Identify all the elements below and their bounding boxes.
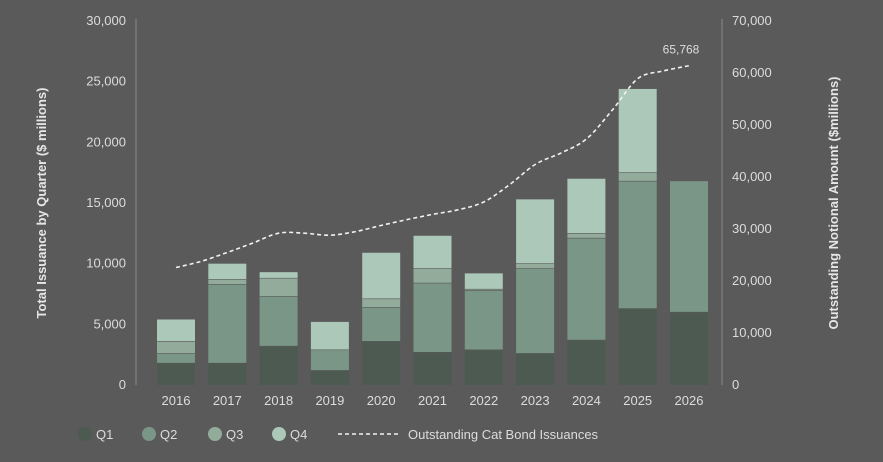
x-tick-label: 2018 <box>264 393 293 408</box>
bar-q2-2025 <box>618 181 657 309</box>
bar-q3-2021 <box>413 268 452 284</box>
left-tick-label: 10,000 <box>86 256 126 271</box>
bar-q3-2017 <box>208 279 247 285</box>
annotation-label: 65,768 <box>663 43 700 57</box>
bar-q4-2016 <box>157 319 195 342</box>
bar-q1-2020 <box>362 341 401 385</box>
bar-q4-2018 <box>259 272 298 279</box>
bar-q4-2020 <box>362 252 401 299</box>
right-tick-label: 20,000 <box>732 273 772 288</box>
bar-q3-2024 <box>567 233 606 239</box>
bar-q1-2019 <box>310 370 349 385</box>
bar-q1-2016 <box>157 363 195 385</box>
bar-q4-2019 <box>310 321 349 350</box>
bar-q4-2024 <box>567 178 606 234</box>
left-tick-label: 0 <box>119 377 126 392</box>
right-tick-label: 60,000 <box>732 65 772 80</box>
legend: Q1 Q2 Q3 Q4 Outstanding Cat Bond Issuances <box>78 427 599 442</box>
right-axis-title: Outstanding Notional Amount ($millions) <box>826 77 841 330</box>
bar-q3-2020 <box>362 298 401 308</box>
bar-q2-2019 <box>310 349 349 371</box>
bars-layer <box>157 88 708 385</box>
bar-q1-2023 <box>516 353 555 385</box>
bar-q4-2022 <box>464 273 503 290</box>
bar-q2-2016 <box>157 353 195 364</box>
left-tick-label: 5,000 <box>93 316 126 331</box>
left-tick-label: 15,000 <box>86 195 126 210</box>
legend-label-q3: Q3 <box>226 427 243 442</box>
bar-q2-2018 <box>259 296 298 347</box>
bar-q3-2016 <box>157 341 195 354</box>
x-tick-label: 2019 <box>315 393 344 408</box>
bar-q1-2017 <box>208 363 247 385</box>
line-layer: 65,768 <box>175 43 700 269</box>
x-tick-label: 2022 <box>469 393 498 408</box>
right-tick-label: 10,000 <box>732 325 772 340</box>
bar-q4-2025 <box>618 88 657 173</box>
right-tick-label: 40,000 <box>732 169 772 184</box>
bar-q3-2023 <box>516 263 555 269</box>
bar-q2-2023 <box>516 268 555 354</box>
legend-label-outstanding: Outstanding Cat Bond Issuances <box>408 427 599 442</box>
left-tick-label: 20,000 <box>86 134 126 149</box>
bar-q1-2026 <box>670 312 708 385</box>
legend-marker-q1 <box>78 427 92 441</box>
bar-q1-2022 <box>464 349 503 385</box>
x-tick-label: 2021 <box>418 393 447 408</box>
bar-q3-2018 <box>259 278 298 297</box>
bar-q2-2022 <box>464 290 503 350</box>
x-tick-label: 2020 <box>367 393 396 408</box>
bar-q2-2026 <box>670 181 708 313</box>
bar-q4-2021 <box>413 235 452 269</box>
x-tick-label: 2024 <box>572 393 601 408</box>
right-tick-label: 30,000 <box>732 221 772 236</box>
left-axis-title: Total Issuance by Quarter ($ millions) <box>34 88 49 319</box>
x-tick-label: 2026 <box>675 393 704 408</box>
bar-q3-2022 <box>464 289 503 291</box>
bar-q3-2025 <box>618 172 657 182</box>
bar-q1-2018 <box>259 346 298 385</box>
axes-layer: 0 5,000 10,000 15,000 20,000 25,000 30,000 0 10,… <box>34 13 841 408</box>
bar-q2-2017 <box>208 284 247 364</box>
bar-q2-2020 <box>362 307 401 342</box>
bar-q1-2021 <box>413 352 452 385</box>
legend-marker-q4 <box>272 427 286 441</box>
x-tick-label: 2017 <box>213 393 242 408</box>
bar-q2-2024 <box>567 238 606 341</box>
legend-label-q4: Q4 <box>290 427 307 442</box>
legend-label-q1: Q1 <box>96 427 113 442</box>
right-tick-label: 70,000 <box>732 13 772 28</box>
left-tick-label: 30,000 <box>86 13 126 28</box>
right-tick-label: 0 <box>732 377 739 392</box>
outstanding-line <box>175 64 690 269</box>
right-tick-label: 50,000 <box>732 117 772 132</box>
left-tick-label: 25,000 <box>86 74 126 89</box>
legend-label-q2: Q2 <box>160 427 177 442</box>
x-tick-label: 2016 <box>162 393 191 408</box>
bar-q2-2021 <box>413 283 452 353</box>
bar-q1-2025 <box>618 308 657 385</box>
bar-q1-2024 <box>567 340 606 385</box>
bar-q4-2017 <box>208 263 247 280</box>
legend-marker-q3 <box>208 427 222 441</box>
x-tick-label: 2025 <box>623 393 652 408</box>
bar-q4-2023 <box>516 199 555 264</box>
x-tick-label: 2023 <box>521 393 550 408</box>
legend-marker-q2 <box>142 427 156 441</box>
